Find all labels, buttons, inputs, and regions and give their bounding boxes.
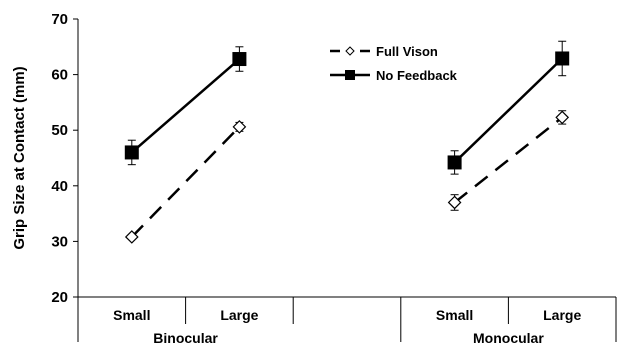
series-line	[130, 125, 241, 238]
y-tick-label: 50	[51, 122, 68, 139]
y-tick-label: 40	[51, 178, 68, 195]
data-point	[555, 51, 570, 66]
data-point	[232, 52, 247, 67]
legend-marker	[345, 46, 355, 56]
axes	[77, 19, 617, 342]
legend: Full Vison No Feedback	[330, 44, 458, 83]
category-label: Small	[436, 307, 473, 323]
legend-label: No Feedback	[376, 68, 458, 83]
series-layer	[124, 40, 570, 244]
group-label: Binocular	[153, 330, 218, 346]
data-point	[555, 110, 570, 125]
y-tick-label: 30	[51, 233, 68, 250]
data-point	[232, 120, 247, 134]
category-label: Large	[543, 307, 581, 323]
series-line	[453, 57, 564, 164]
category-label: Large	[220, 307, 258, 323]
y-tick-label: 60	[51, 67, 68, 84]
legend-marker	[345, 70, 355, 80]
legend-label: Full Vison	[376, 44, 438, 59]
data-point	[124, 230, 139, 244]
y-ticks: 20 30 40 50 60 70	[51, 11, 78, 306]
data-point	[124, 145, 139, 160]
series-line	[130, 58, 241, 154]
y-axis-title: Grip Size at Contact (mm)	[11, 66, 28, 249]
series-line	[453, 116, 563, 204]
data-point	[447, 195, 462, 210]
data-point	[447, 155, 462, 170]
y-tick-label: 70	[51, 11, 68, 28]
group-label: Monocular	[473, 330, 544, 346]
category-label: Small	[113, 307, 150, 323]
y-tick-label: 20	[51, 289, 68, 306]
